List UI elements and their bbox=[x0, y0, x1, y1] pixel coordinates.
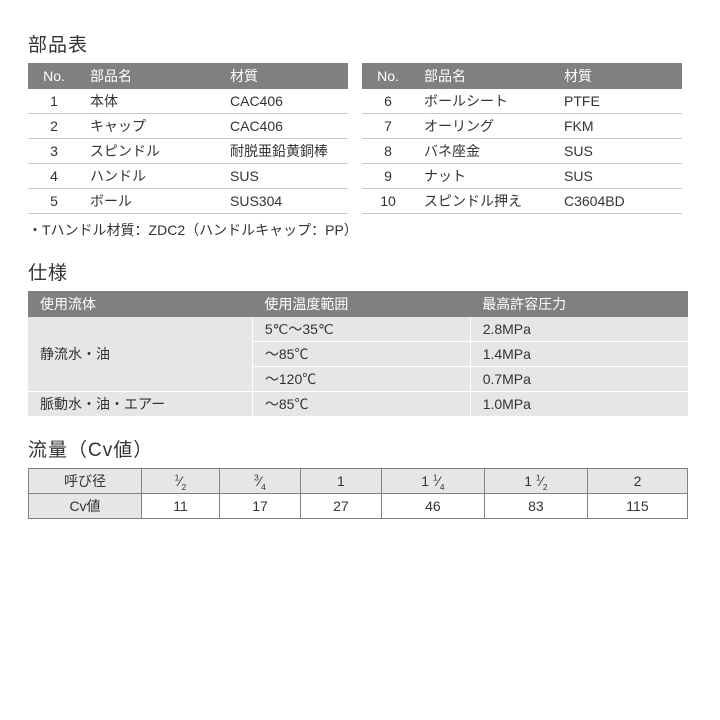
cell-no: 2 bbox=[28, 114, 80, 139]
cell-fluid: 脈動水・油・エアー bbox=[28, 392, 252, 417]
cell-name: オーリング bbox=[414, 114, 554, 139]
cell-name: スピンドル押え bbox=[414, 189, 554, 214]
cell-name: ナット bbox=[414, 164, 554, 189]
table-row: 9ナットSUS bbox=[362, 164, 682, 189]
cell-material: SUS bbox=[220, 164, 348, 189]
cell-name: ボール bbox=[80, 189, 220, 214]
cell-no: 9 bbox=[362, 164, 414, 189]
cv-row-label: Cv値 bbox=[29, 494, 142, 519]
parts-table-right: No. 部品名 材質 6ボールシートPTFE7オーリングFKM8バネ座金SUS9… bbox=[362, 63, 682, 214]
cv-value: 27 bbox=[300, 494, 381, 519]
col-press: 最高許容圧力 bbox=[470, 291, 688, 317]
spec-title: 仕様 bbox=[28, 258, 692, 285]
cell-temp: ～85℃ bbox=[252, 342, 470, 367]
cv-value: 17 bbox=[220, 494, 301, 519]
cell-no: 4 bbox=[28, 164, 80, 189]
cv-size: 1 1⁄4 bbox=[381, 469, 484, 494]
cv-size: 1⁄2 bbox=[142, 469, 220, 494]
cell-fluid: 静流水・油 bbox=[28, 317, 252, 392]
cv-value: 115 bbox=[587, 494, 687, 519]
table-row: 10スピンドル押えC3604BD bbox=[362, 189, 682, 214]
cv-size: 1 bbox=[300, 469, 381, 494]
cv-table: 呼び径1⁄23⁄411 1⁄41 1⁄22 Cv値1117274683115 bbox=[28, 468, 688, 519]
cell-material: PTFE bbox=[554, 89, 682, 114]
table-row: 2キャップCAC406 bbox=[28, 114, 348, 139]
cell-material: C3604BD bbox=[554, 189, 682, 214]
col-fluid: 使用流体 bbox=[28, 291, 252, 317]
table-row: 5ボールSUS304 bbox=[28, 189, 348, 214]
cv-value: 11 bbox=[142, 494, 220, 519]
cell-material: CAC406 bbox=[220, 89, 348, 114]
cell-no: 1 bbox=[28, 89, 80, 114]
parts-tables: No. 部品名 材質 1本体CAC4062キャップCAC4063スピンドル耐脱亜… bbox=[28, 63, 692, 214]
cell-name: スピンドル bbox=[80, 139, 220, 164]
cell-name: キャップ bbox=[80, 114, 220, 139]
cell-no: 8 bbox=[362, 139, 414, 164]
table-row: 6ボールシートPTFE bbox=[362, 89, 682, 114]
cell-name: 本体 bbox=[80, 89, 220, 114]
cv-title: 流量（Cv値） bbox=[28, 435, 692, 462]
cv-size: 3⁄4 bbox=[220, 469, 301, 494]
cell-material: CAC406 bbox=[220, 114, 348, 139]
cv-value: 83 bbox=[484, 494, 587, 519]
cell-material: 耐脱亜鉛黄銅棒 bbox=[220, 139, 348, 164]
cell-temp: 5℃～35℃ bbox=[252, 317, 470, 342]
table-row: 4ハンドルSUS bbox=[28, 164, 348, 189]
table-row: 3スピンドル耐脱亜鉛黄銅棒 bbox=[28, 139, 348, 164]
cell-press: 2.8MPa bbox=[470, 317, 688, 342]
cell-material: FKM bbox=[554, 114, 682, 139]
table-row: 静流水・油5℃～35℃2.8MPa bbox=[28, 317, 688, 342]
cv-size: 1 1⁄2 bbox=[484, 469, 587, 494]
cell-temp: ～85℃ bbox=[252, 392, 470, 417]
cv-row-label: 呼び径 bbox=[29, 469, 142, 494]
col-no: No. bbox=[362, 63, 414, 89]
cell-name: ボールシート bbox=[414, 89, 554, 114]
table-row: 8バネ座金SUS bbox=[362, 139, 682, 164]
col-temp: 使用温度範囲 bbox=[252, 291, 470, 317]
cell-press: 0.7MPa bbox=[470, 367, 688, 392]
col-material: 材質 bbox=[554, 63, 682, 89]
cell-name: ハンドル bbox=[80, 164, 220, 189]
col-material: 材質 bbox=[220, 63, 348, 89]
cell-no: 6 bbox=[362, 89, 414, 114]
col-no: No. bbox=[28, 63, 80, 89]
parts-table-left: No. 部品名 材質 1本体CAC4062キャップCAC4063スピンドル耐脱亜… bbox=[28, 63, 348, 214]
parts-title: 部品表 bbox=[28, 30, 692, 57]
col-name: 部品名 bbox=[80, 63, 220, 89]
table-row: 脈動水・油・エアー～85℃1.0MPa bbox=[28, 392, 688, 417]
cell-temp: ～120℃ bbox=[252, 367, 470, 392]
spec-table: 使用流体 使用温度範囲 最高許容圧力 静流水・油5℃～35℃2.8MPa～85℃… bbox=[28, 291, 688, 417]
table-row: 7オーリングFKM bbox=[362, 114, 682, 139]
cell-press: 1.4MPa bbox=[470, 342, 688, 367]
parts-footnote: ・Tハンドル材質：ZDC2（ハンドルキャップ：PP） bbox=[28, 220, 692, 240]
cell-material: SUS bbox=[554, 139, 682, 164]
cv-value: 46 bbox=[381, 494, 484, 519]
cell-press: 1.0MPa bbox=[470, 392, 688, 417]
cell-material: SUS bbox=[554, 164, 682, 189]
cell-no: 7 bbox=[362, 114, 414, 139]
cell-material: SUS304 bbox=[220, 189, 348, 214]
cell-no: 3 bbox=[28, 139, 80, 164]
cell-no: 5 bbox=[28, 189, 80, 214]
cell-name: バネ座金 bbox=[414, 139, 554, 164]
col-name: 部品名 bbox=[414, 63, 554, 89]
cell-no: 10 bbox=[362, 189, 414, 214]
table-row: 1本体CAC406 bbox=[28, 89, 348, 114]
cv-size: 2 bbox=[587, 469, 687, 494]
